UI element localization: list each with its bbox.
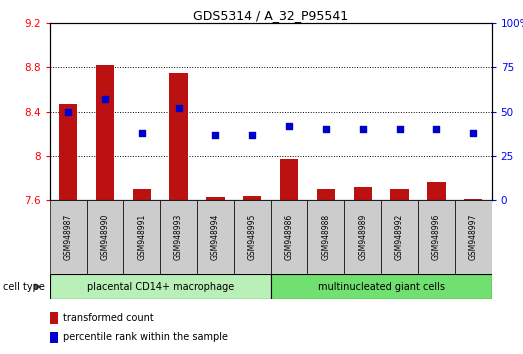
Point [469, 130, 477, 136]
Bar [50, 274, 271, 299]
Bar [206, 197, 224, 200]
Bar [308, 200, 344, 274]
Text: placental CD14+ macrophage: placental CD14+ macrophage [86, 282, 234, 292]
Text: GSM948995: GSM948995 [248, 214, 257, 261]
Bar [464, 199, 482, 200]
Point [211, 132, 220, 137]
Text: cell type: cell type [3, 282, 44, 292]
Bar [390, 189, 409, 200]
Bar [243, 195, 262, 200]
Bar [234, 200, 271, 274]
Text: GSM948989: GSM948989 [358, 214, 367, 260]
Text: percentile rank within the sample: percentile rank within the sample [63, 332, 228, 342]
Bar [160, 200, 197, 274]
Bar [50, 312, 58, 324]
Text: GSM948988: GSM948988 [322, 214, 331, 260]
Text: GSM948991: GSM948991 [137, 214, 146, 260]
Bar [271, 200, 308, 274]
Title: GDS5314 / A_32_P95541: GDS5314 / A_32_P95541 [193, 9, 348, 22]
Bar [59, 104, 77, 200]
Text: GSM948997: GSM948997 [469, 214, 477, 261]
Point [285, 123, 293, 129]
Bar [50, 200, 86, 274]
Point [248, 132, 256, 137]
Bar [96, 65, 114, 200]
Point [64, 109, 72, 114]
Bar [344, 200, 381, 274]
Point [432, 126, 440, 132]
Text: GSM948996: GSM948996 [432, 214, 441, 261]
Text: GSM948990: GSM948990 [100, 214, 109, 261]
Bar [317, 189, 335, 200]
Bar [427, 182, 446, 200]
Bar [418, 200, 455, 274]
Bar [50, 331, 58, 343]
Point [322, 126, 330, 132]
Bar [132, 189, 151, 200]
Point [359, 126, 367, 132]
Point [395, 126, 404, 132]
Bar [169, 73, 188, 200]
Bar [197, 200, 234, 274]
Bar [280, 159, 298, 200]
Bar [271, 274, 492, 299]
Text: GSM948986: GSM948986 [285, 214, 293, 260]
Bar [123, 200, 160, 274]
Text: multinucleated giant cells: multinucleated giant cells [317, 282, 445, 292]
Text: GSM948994: GSM948994 [211, 214, 220, 261]
Point [101, 96, 109, 102]
Text: GSM948992: GSM948992 [395, 214, 404, 260]
Point [138, 130, 146, 136]
Text: GSM948987: GSM948987 [64, 214, 73, 260]
Bar [381, 200, 418, 274]
Bar [354, 187, 372, 200]
Text: GSM948993: GSM948993 [174, 214, 183, 261]
Point [174, 105, 183, 111]
Text: transformed count: transformed count [63, 313, 154, 323]
Bar [86, 200, 123, 274]
Bar [455, 200, 492, 274]
